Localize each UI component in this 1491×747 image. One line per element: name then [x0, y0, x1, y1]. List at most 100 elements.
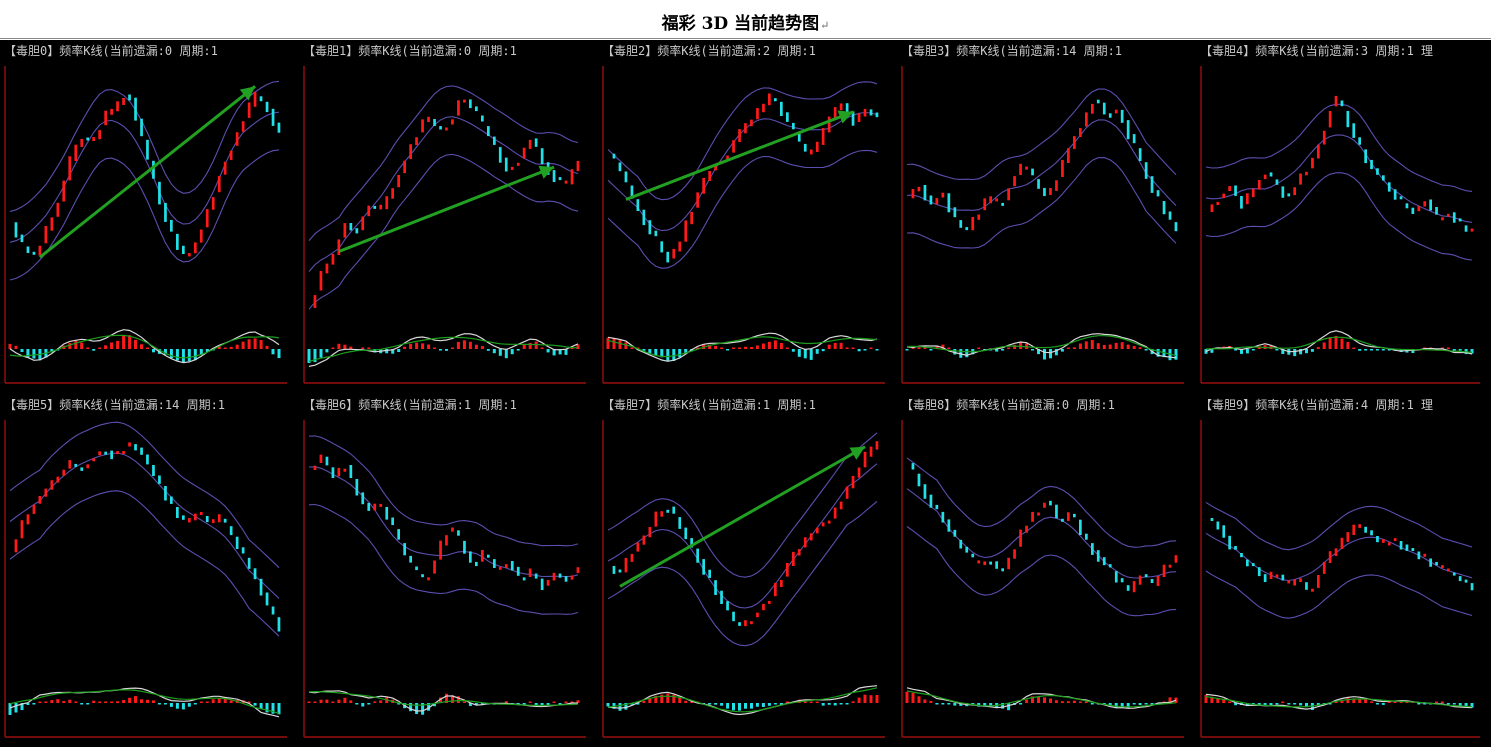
osc-fast-line [906, 333, 1177, 359]
osc-bar-down [947, 703, 951, 705]
osc-bar-down [1470, 703, 1474, 708]
osc-bar-up [1364, 698, 1368, 703]
osc-bar-down [654, 349, 658, 356]
up-candle [1228, 186, 1231, 191]
up-candle [1340, 537, 1344, 549]
osc-bar-down [750, 703, 753, 709]
down-candle [1108, 564, 1112, 568]
osc-bar-up [1007, 347, 1011, 349]
down-candle [929, 494, 933, 508]
down-candle [469, 99, 472, 109]
osc-slow-line [607, 336, 878, 358]
osc-bar-up [480, 346, 484, 349]
up-candle [26, 514, 30, 525]
osc-bar-down [1102, 703, 1106, 705]
osc-bar-up [247, 339, 251, 349]
down-candle [1085, 533, 1088, 540]
osc-bar-up [98, 347, 102, 349]
osc-bar-up [1440, 701, 1444, 703]
down-candle [540, 148, 544, 164]
kline-chart [4, 420, 287, 738]
down-candle [349, 223, 353, 231]
down-candle [176, 233, 179, 250]
lower-band [1205, 570, 1473, 619]
osc-bar-down [325, 349, 329, 353]
osc-bar-down [313, 349, 317, 363]
up-candle [1037, 512, 1040, 516]
osc-bar-up [217, 346, 221, 349]
down-candle [1376, 536, 1379, 543]
down-candle [1132, 134, 1136, 144]
up-candle [1317, 575, 1320, 588]
osc-bar-up [325, 699, 329, 703]
down-candle [648, 220, 652, 235]
osc-bar-up [439, 697, 442, 703]
up-candle [1447, 213, 1450, 217]
osc-bar-up [8, 343, 12, 349]
upper-band [1205, 103, 1473, 192]
up-candle [98, 130, 101, 140]
chart-panel-9: 【毒胆9】频率K线(当前遗漏:4 周期:1 理 [1196, 394, 1491, 747]
up-candle [313, 465, 317, 470]
middle-band [1205, 134, 1473, 223]
osc-bar-up [122, 336, 126, 349]
down-candle [965, 227, 969, 231]
up-candle [199, 229, 203, 243]
osc-bar-up [1049, 698, 1052, 703]
osc-bar-down [1007, 703, 1011, 711]
down-candle [923, 484, 927, 499]
osc-bar-down [169, 703, 173, 707]
osc-bar-up [128, 335, 132, 349]
osc-bar-up [349, 700, 353, 703]
down-candle [421, 574, 424, 578]
osc-bar-up [116, 701, 120, 703]
middle-band [607, 463, 878, 609]
osc-bar-up [134, 696, 137, 703]
up-candle [875, 441, 879, 450]
down-candle [702, 559, 705, 575]
osc-bar-up [714, 345, 718, 349]
osc-bar-up [462, 340, 466, 349]
osc-bar-up [104, 345, 108, 349]
panel-title: 【毒胆7】频率K线(当前遗漏:1 周期:1 [602, 398, 816, 412]
upper-band [308, 435, 579, 547]
osc-bar-up [696, 347, 700, 349]
up-candle [941, 192, 945, 198]
up-candle [636, 542, 640, 552]
down-candle [14, 222, 18, 238]
osc-bar-up [313, 701, 317, 703]
up-candle [1216, 201, 1220, 205]
up-candle [361, 216, 365, 231]
up-candle [1393, 538, 1397, 542]
up-candle [1293, 579, 1296, 586]
osc-bar-down [1275, 703, 1279, 705]
osc-bar-down [367, 703, 371, 705]
lower-band [308, 153, 579, 310]
osc-bar-up [456, 341, 460, 349]
down-candle [516, 566, 520, 576]
down-candle [487, 126, 490, 137]
middle-band [308, 466, 579, 578]
up-candle [427, 577, 430, 581]
osc-bar-up [331, 701, 335, 703]
osc-bar-up [1334, 701, 1338, 703]
down-candle [265, 101, 269, 113]
chart-panel-0: 【毒胆0】频率K线(当前遗漏:0 周期:1 [0, 40, 298, 393]
osc-bar-down [720, 703, 724, 706]
osc-bar-up [803, 701, 807, 703]
osc-bar-up [74, 701, 78, 703]
osc-bar-down [1240, 349, 1243, 354]
down-candle [1251, 563, 1255, 567]
osc-bar-up [122, 700, 126, 703]
osc-bar-up [761, 343, 765, 349]
down-candle [1138, 148, 1142, 161]
up-candle [62, 469, 66, 476]
up-candle [702, 178, 705, 194]
osc-bar-down [468, 703, 472, 706]
osc-bar-up [1126, 344, 1130, 349]
osc-bar-down [1251, 703, 1255, 705]
up-candle [50, 480, 54, 490]
up-candle [1257, 180, 1261, 190]
osc-bar-down [875, 349, 879, 351]
up-candle [331, 254, 335, 265]
